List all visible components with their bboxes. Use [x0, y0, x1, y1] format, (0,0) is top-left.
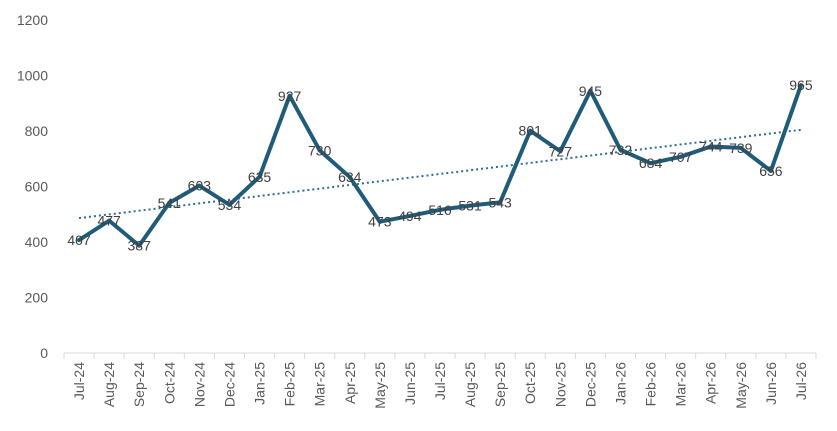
data-label: 541 — [158, 195, 182, 211]
data-label: 727 — [549, 143, 573, 159]
y-tick-label: 0 — [40, 345, 48, 361]
x-tick-label: Mar-26 — [673, 362, 689, 407]
data-label: 656 — [759, 163, 783, 179]
trendline-path — [78, 128, 802, 220]
y-tick-label: 200 — [25, 290, 49, 306]
data-point — [197, 183, 202, 188]
data-label: 945 — [579, 83, 603, 99]
data-label: 473 — [368, 214, 392, 230]
data-point — [678, 154, 683, 159]
x-tick-label: May-26 — [733, 362, 749, 409]
x-tick-label: Nov-24 — [191, 362, 207, 407]
data-point — [438, 207, 442, 212]
data-label: 603 — [188, 178, 212, 194]
data-point — [618, 147, 623, 152]
x-axis: Jul-24 Aug-24 Sep-24 Oct-24 Nov-24 Dec-24 Jan-… — [63, 352, 817, 409]
x-tick-label: Dec-24 — [221, 362, 237, 407]
data-point — [528, 128, 533, 133]
data-labels: 407 477 387 541 603 534 635 927 730 634 473 494 516 5… — [67, 77, 812, 253]
y-tick-label: 800 — [25, 123, 49, 139]
data-point — [407, 213, 412, 218]
data-point — [468, 203, 473, 208]
data-point — [107, 218, 112, 223]
series-polyline — [77, 83, 803, 248]
data-label: 634 — [338, 169, 362, 185]
x-tick-label: Jun-25 — [402, 362, 418, 405]
x-tick-label: Oct-24 — [161, 362, 177, 404]
data-point — [768, 168, 773, 173]
x-tick-label: Sep-25 — [492, 362, 508, 407]
data-label: 732 — [609, 142, 633, 158]
data-label: 387 — [128, 238, 152, 254]
x-tick-label: Feb-25 — [282, 362, 298, 407]
data-point — [227, 202, 232, 207]
data-label: 494 — [398, 208, 422, 224]
series-line — [77, 83, 803, 248]
data-label: 407 — [67, 232, 91, 248]
y-tick-label: 600 — [25, 179, 49, 195]
data-label: 477 — [97, 213, 121, 229]
x-tick-label: Mar-25 — [312, 362, 328, 407]
x-tick-label: Oct-25 — [522, 362, 538, 404]
data-point — [588, 88, 593, 93]
data-point — [287, 93, 292, 98]
data-point — [317, 148, 322, 153]
data-label: 744 — [699, 139, 723, 155]
x-tick-label: Sep-24 — [131, 362, 147, 407]
data-label: 927 — [278, 88, 302, 104]
data-label: 543 — [488, 194, 512, 210]
data-point — [708, 144, 713, 149]
data-label: 801 — [519, 123, 543, 139]
data-point — [137, 243, 142, 248]
data-point — [257, 174, 262, 179]
x-tick-label: Feb-26 — [643, 362, 659, 407]
x-tick-label: Aug-24 — [101, 362, 117, 407]
data-label: 684 — [639, 155, 663, 171]
data-label: 730 — [308, 142, 332, 158]
data-label: 707 — [669, 149, 693, 165]
y-tick-label: 1000 — [17, 68, 48, 84]
trendline — [78, 128, 802, 220]
data-point — [167, 200, 172, 205]
data-point — [347, 175, 352, 180]
x-tick-label: May-25 — [372, 362, 388, 409]
x-tick-label: Jul-26 — [793, 362, 809, 400]
data-point — [798, 83, 803, 88]
data-point — [498, 200, 503, 205]
x-tick-label: Jan-26 — [612, 362, 628, 405]
data-point — [738, 145, 743, 150]
x-tick-label: Dec-25 — [582, 362, 598, 407]
y-tick-label: 1200 — [17, 12, 48, 28]
data-label: 739 — [729, 140, 753, 156]
x-tick-label: Nov-25 — [552, 362, 568, 407]
data-point — [558, 149, 563, 154]
x-tick-label: Jun-26 — [763, 362, 779, 405]
data-label: 965 — [789, 77, 813, 93]
data-label: 516 — [428, 202, 452, 218]
x-tick-label: Jul-24 — [71, 362, 87, 400]
data-point — [77, 238, 82, 243]
x-tick-label: Apr-26 — [703, 362, 719, 404]
data-label: 531 — [458, 198, 482, 214]
y-tick-label: 400 — [25, 234, 49, 250]
x-tick-label: Jan-25 — [252, 362, 268, 405]
data-point — [648, 161, 653, 166]
data-label: 534 — [218, 197, 242, 213]
x-tick-label: Apr-25 — [342, 362, 358, 404]
x-tick-label: Aug-25 — [462, 362, 478, 407]
x-tick-label: Jul-25 — [432, 362, 448, 400]
data-point — [377, 219, 382, 224]
y-axis: 0 200 400 600 800 1000 1200 — [17, 12, 48, 361]
data-label: 635 — [248, 169, 272, 185]
